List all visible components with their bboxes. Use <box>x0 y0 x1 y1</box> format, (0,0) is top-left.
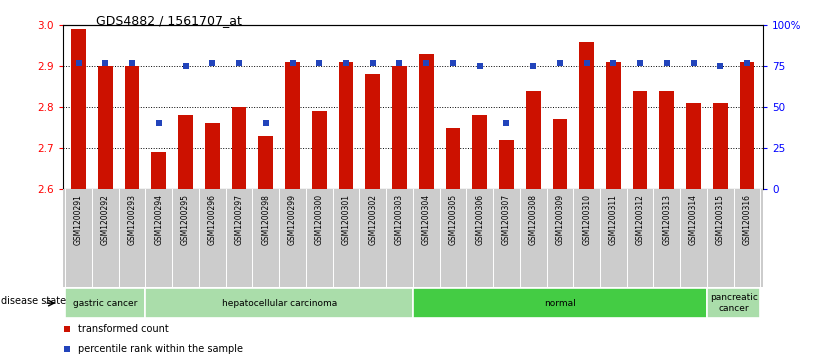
Bar <box>525 91 540 189</box>
Bar <box>125 66 139 189</box>
Bar <box>152 152 166 189</box>
Bar <box>606 62 620 189</box>
Text: GSM1200300: GSM1200300 <box>314 194 324 245</box>
Bar <box>312 111 327 189</box>
Bar <box>71 29 86 189</box>
Bar <box>259 136 273 189</box>
Bar <box>686 103 701 189</box>
Text: GSM1200308: GSM1200308 <box>529 194 538 245</box>
Text: GSM1200315: GSM1200315 <box>716 194 725 245</box>
Text: GDS4882 / 1561707_at: GDS4882 / 1561707_at <box>96 15 242 28</box>
Text: GSM1200309: GSM1200309 <box>555 194 565 245</box>
Bar <box>365 74 380 189</box>
Bar <box>472 115 487 189</box>
Text: GSM1200303: GSM1200303 <box>395 194 404 245</box>
Bar <box>285 62 300 189</box>
Text: GSM1200298: GSM1200298 <box>261 194 270 245</box>
Bar <box>499 140 514 189</box>
Bar <box>232 107 246 189</box>
Bar <box>178 115 193 189</box>
Text: normal: normal <box>544 299 575 307</box>
Text: disease state: disease state <box>1 296 66 306</box>
Bar <box>392 66 407 189</box>
Text: gastric cancer: gastric cancer <box>73 299 138 307</box>
Text: GSM1200299: GSM1200299 <box>288 194 297 245</box>
Text: pancreatic
cancer: pancreatic cancer <box>710 293 757 313</box>
Text: GSM1200291: GSM1200291 <box>74 194 83 245</box>
Bar <box>413 288 707 318</box>
Text: GSM1200302: GSM1200302 <box>369 194 377 245</box>
Bar <box>205 123 219 189</box>
Bar <box>713 103 728 189</box>
Text: GSM1200305: GSM1200305 <box>449 194 457 245</box>
Text: GSM1200295: GSM1200295 <box>181 194 190 245</box>
Text: percentile rank within the sample: percentile rank within the sample <box>78 344 243 354</box>
Bar <box>339 62 354 189</box>
Text: hepatocellular carcinoma: hepatocellular carcinoma <box>222 299 337 307</box>
Bar <box>553 119 567 189</box>
Text: GSM1200314: GSM1200314 <box>689 194 698 245</box>
Text: GSM1200304: GSM1200304 <box>422 194 430 245</box>
Text: GSM1200306: GSM1200306 <box>475 194 485 245</box>
Bar <box>98 66 113 189</box>
Text: GSM1200294: GSM1200294 <box>154 194 163 245</box>
Text: transformed count: transformed count <box>78 325 168 334</box>
Bar <box>740 62 755 189</box>
Bar <box>419 54 434 189</box>
Bar <box>707 288 761 318</box>
Text: GSM1200301: GSM1200301 <box>341 194 350 245</box>
Text: GSM1200296: GSM1200296 <box>208 194 217 245</box>
Text: GSM1200311: GSM1200311 <box>609 194 618 245</box>
Bar <box>145 288 413 318</box>
Bar <box>660 91 674 189</box>
Bar <box>65 288 145 318</box>
Text: GSM1200313: GSM1200313 <box>662 194 671 245</box>
Text: GSM1200316: GSM1200316 <box>742 194 751 245</box>
Text: GSM1200297: GSM1200297 <box>234 194 244 245</box>
Text: GSM1200292: GSM1200292 <box>101 194 110 245</box>
Text: GSM1200310: GSM1200310 <box>582 194 591 245</box>
Bar <box>633 91 647 189</box>
Bar <box>445 127 460 189</box>
Text: GSM1200312: GSM1200312 <box>636 194 645 245</box>
Text: GSM1200307: GSM1200307 <box>502 194 511 245</box>
Text: GSM1200293: GSM1200293 <box>128 194 137 245</box>
Bar <box>580 42 594 189</box>
